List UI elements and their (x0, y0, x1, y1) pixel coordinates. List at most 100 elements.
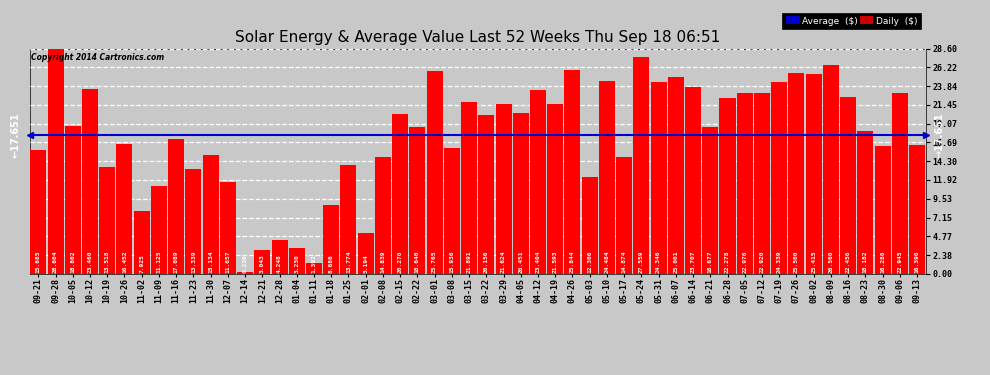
Bar (771, 82, 787, 274)
Bar (461, 102, 477, 274)
Bar (134, 211, 149, 274)
Text: 3.043: 3.043 (259, 255, 264, 273)
Bar (513, 113, 529, 274)
Text: 23.707: 23.707 (691, 251, 696, 273)
Bar (82, 89, 98, 274)
Bar (909, 145, 925, 274)
Bar (737, 93, 752, 274)
Bar (702, 127, 719, 274)
Text: →17.651: →17.651 (935, 112, 944, 158)
Text: 11.657: 11.657 (226, 251, 231, 273)
Bar (547, 104, 563, 274)
Text: 16.396: 16.396 (915, 251, 920, 273)
Bar (841, 97, 856, 274)
Text: 4.248: 4.248 (277, 255, 282, 273)
Bar (150, 186, 167, 274)
Bar (444, 148, 459, 274)
Text: 3.230: 3.230 (294, 255, 299, 273)
Text: 12.306: 12.306 (587, 251, 592, 273)
Text: 22.278: 22.278 (725, 251, 730, 273)
Bar (650, 82, 666, 274)
Text: 27.559: 27.559 (639, 251, 644, 273)
Text: 1.392: 1.392 (312, 255, 317, 273)
Bar (823, 65, 839, 274)
Text: 14.874: 14.874 (622, 251, 627, 273)
Text: 13.774: 13.774 (346, 251, 350, 273)
Text: 17.089: 17.089 (173, 251, 178, 273)
Text: 20.451: 20.451 (518, 251, 524, 273)
Bar (64, 126, 81, 274)
Text: 18.182: 18.182 (863, 251, 868, 273)
Bar (496, 104, 512, 274)
Bar (375, 157, 391, 274)
Bar (874, 146, 891, 274)
Text: 22.976: 22.976 (742, 251, 747, 273)
Bar (720, 99, 736, 274)
Text: 13.339: 13.339 (191, 251, 196, 273)
Text: 8.686: 8.686 (329, 255, 334, 273)
Bar (31, 150, 47, 274)
Bar (806, 74, 822, 274)
Text: 15.685: 15.685 (36, 251, 41, 273)
Text: 23.404: 23.404 (536, 251, 541, 273)
Bar (220, 182, 236, 274)
Title: Solar Energy & Average Value Last 52 Weeks Thu Sep 18 06:51: Solar Energy & Average Value Last 52 Wee… (235, 30, 721, 45)
Bar (582, 177, 598, 274)
Bar (857, 131, 873, 274)
Text: 21.593: 21.593 (552, 251, 557, 273)
Text: 18.640: 18.640 (415, 251, 420, 273)
Legend: Average  ($), Daily  ($): Average ($), Daily ($) (782, 13, 921, 29)
Bar (530, 90, 546, 274)
Text: 25.001: 25.001 (673, 251, 678, 273)
Bar (117, 144, 133, 274)
Bar (754, 93, 770, 274)
Bar (357, 233, 373, 274)
Bar (48, 49, 63, 274)
Bar (99, 167, 115, 274)
Text: 23.460: 23.460 (87, 251, 92, 273)
Bar (478, 115, 494, 274)
Bar (668, 77, 684, 274)
Text: 26.560: 26.560 (829, 251, 834, 273)
Text: 28.604: 28.604 (53, 251, 58, 273)
Text: 25.844: 25.844 (570, 251, 575, 273)
Text: 24.484: 24.484 (605, 251, 610, 273)
Text: 24.346: 24.346 (656, 251, 661, 273)
Bar (306, 263, 322, 274)
Text: 25.765: 25.765 (432, 251, 438, 273)
Bar (203, 155, 219, 274)
Bar (254, 250, 270, 274)
Bar (616, 157, 633, 274)
Bar (271, 240, 287, 274)
Text: 21.891: 21.891 (466, 251, 471, 273)
Bar (289, 248, 305, 274)
Bar (427, 71, 443, 274)
Bar (634, 57, 649, 274)
Text: 15.134: 15.134 (208, 251, 213, 273)
Bar (323, 206, 340, 274)
Text: ←17.651: ←17.651 (11, 112, 21, 158)
Text: 21.624: 21.624 (501, 251, 506, 273)
Text: 15.936: 15.936 (449, 251, 454, 273)
Text: 18.802: 18.802 (70, 251, 75, 273)
Text: 20.156: 20.156 (484, 251, 489, 273)
Bar (788, 73, 805, 274)
Bar (599, 81, 615, 274)
Bar (892, 93, 908, 274)
Bar (685, 87, 701, 274)
Bar (185, 169, 201, 274)
Text: 11.125: 11.125 (156, 251, 161, 273)
Text: 24.339: 24.339 (777, 251, 782, 273)
Text: 22.456: 22.456 (845, 251, 850, 273)
Bar (168, 139, 184, 274)
Text: 7.925: 7.925 (140, 255, 145, 273)
Text: 18.677: 18.677 (708, 251, 713, 273)
Bar (341, 165, 356, 274)
Text: 5.194: 5.194 (363, 255, 368, 273)
Text: 0.236: 0.236 (243, 255, 248, 273)
Text: Copyright 2014 Cartronics.com: Copyright 2014 Cartronics.com (32, 53, 164, 62)
Text: 14.839: 14.839 (380, 251, 385, 273)
Text: 25.500: 25.500 (794, 251, 799, 273)
Bar (409, 127, 426, 274)
Text: 13.518: 13.518 (105, 251, 110, 273)
